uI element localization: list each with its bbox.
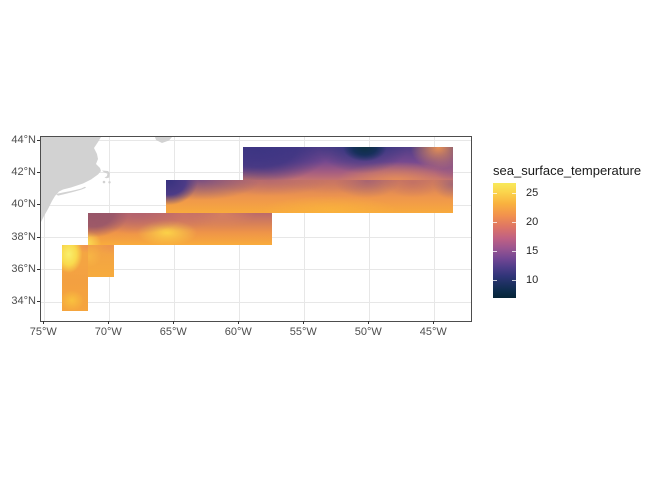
sst-raster-block-top-band	[242, 146, 454, 181]
land-nantucket	[108, 181, 111, 184]
colorbar-tick	[512, 222, 516, 224]
land-silhouette	[41, 137, 172, 222]
x-axis-tick-60w	[238, 321, 240, 324]
land-nova-scotia	[155, 137, 172, 143]
colorbar-tick	[493, 222, 497, 224]
land-long-island	[56, 186, 86, 196]
x-axis-tick-65w	[173, 321, 175, 324]
x-axis-label: 65°W	[159, 326, 187, 338]
sst-raster-block-south-mid	[87, 245, 114, 278]
colorbar-tick	[512, 251, 516, 253]
y-axis-tick-34n	[37, 301, 40, 303]
sst-raster-block-southwest	[61, 245, 88, 312]
gridline-75w	[43, 137, 45, 321]
gridline-44n	[41, 140, 471, 141]
land-new-england	[41, 137, 101, 222]
plot-panel	[40, 136, 472, 322]
legend: sea_surface_temperature 25 20 15 10	[493, 163, 668, 298]
y-axis-label: 38°N	[11, 230, 36, 243]
x-axis-label: 45°W	[419, 326, 447, 338]
colorbar	[493, 183, 516, 298]
x-axis-tick-75w	[43, 321, 45, 324]
y-axis-tick-40n	[37, 204, 40, 206]
y-axis-label: 34°N	[11, 295, 36, 308]
x-axis-label: 70°W	[94, 326, 122, 338]
y-axis-label: 42°N	[11, 165, 36, 178]
x-axis-tick-50w	[368, 321, 370, 324]
colorbar-tick	[512, 280, 516, 282]
colorbar-label: 20	[526, 215, 539, 228]
y-axis-tick-42n	[37, 171, 40, 173]
x-axis-label: 60°W	[224, 326, 252, 338]
colorbar-tick	[512, 193, 516, 195]
colorbar-label: 25	[526, 186, 539, 199]
sst-raster-block-midband	[87, 212, 273, 246]
x-axis-label: 55°W	[289, 326, 317, 338]
gridline-34n	[41, 301, 471, 303]
x-axis-tick-45w	[433, 321, 435, 324]
gridline-36n	[41, 269, 471, 271]
sst-raster-block-north-band	[165, 180, 454, 213]
y-axis-label: 44°N	[11, 133, 36, 146]
colorbar-label: 10	[526, 273, 539, 286]
y-axis-label: 40°N	[11, 198, 36, 211]
x-axis-label: 75°W	[29, 326, 57, 338]
y-axis-tick-38n	[37, 236, 40, 238]
colorbar-tick	[493, 193, 497, 195]
y-axis-tick-44n	[37, 139, 40, 141]
land-marthas-vineyard	[102, 180, 106, 184]
x-axis-tick-55w	[303, 321, 305, 324]
legend-title: sea_surface_temperature	[493, 163, 642, 178]
x-axis-tick-70w	[108, 321, 110, 324]
colorbar-tick	[493, 280, 497, 282]
colorbar-tick	[493, 251, 497, 253]
y-axis-tick-36n	[37, 268, 40, 270]
gridline-50w	[368, 137, 370, 321]
gridline-45w	[433, 137, 435, 321]
x-axis-label: 50°W	[354, 326, 382, 338]
y-axis-label: 36°N	[11, 262, 36, 275]
land-cape-cod	[102, 170, 110, 179]
colorbar-label: 15	[526, 244, 539, 257]
gridline-55w	[303, 137, 305, 321]
